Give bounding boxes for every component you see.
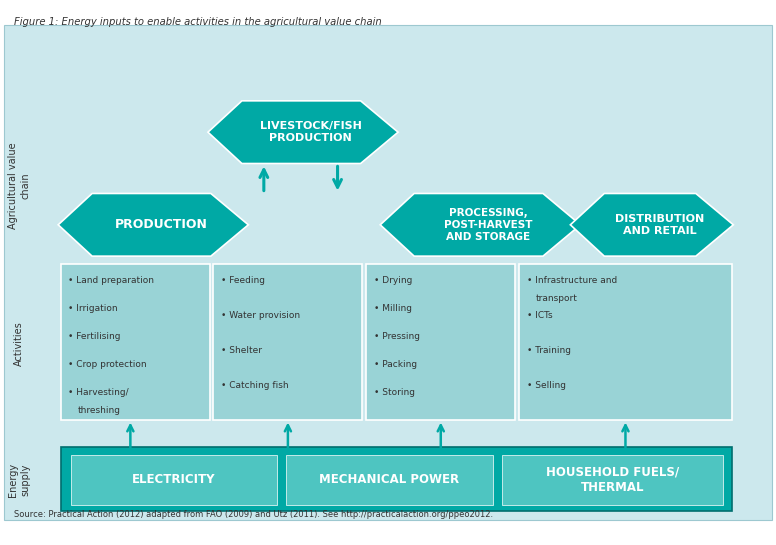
Text: Activities: Activities xyxy=(15,321,24,366)
Text: • Pressing: • Pressing xyxy=(374,332,420,341)
Text: • Shelter: • Shelter xyxy=(221,347,262,355)
Polygon shape xyxy=(208,101,398,164)
Text: LIVESTOCK/FISH
PRODUCTION: LIVESTOCK/FISH PRODUCTION xyxy=(260,121,362,143)
Polygon shape xyxy=(380,193,580,256)
FancyBboxPatch shape xyxy=(366,264,515,420)
Text: • Crop protection: • Crop protection xyxy=(68,360,147,370)
FancyBboxPatch shape xyxy=(519,264,732,420)
Text: • Packing: • Packing xyxy=(374,360,417,370)
Text: • Selling: • Selling xyxy=(527,382,566,390)
Text: • Storing: • Storing xyxy=(374,389,415,397)
Text: MECHANICAL POWER: MECHANICAL POWER xyxy=(320,473,459,486)
Text: Energy
supply: Energy supply xyxy=(9,463,30,496)
Text: HOUSEHOLD FUELS/
THERMAL: HOUSEHOLD FUELS/ THERMAL xyxy=(546,465,679,494)
FancyBboxPatch shape xyxy=(286,455,493,505)
Text: • Training: • Training xyxy=(527,347,571,355)
Text: DISTRIBUTION
AND RETAIL: DISTRIBUTION AND RETAIL xyxy=(615,214,704,236)
Text: ELECTRICITY: ELECTRICITY xyxy=(132,473,216,486)
Text: • ICTs: • ICTs xyxy=(527,311,553,320)
Text: • Feeding: • Feeding xyxy=(221,276,265,286)
Text: • Land preparation: • Land preparation xyxy=(68,276,154,286)
Text: • Fertilising: • Fertilising xyxy=(68,332,121,341)
Text: • Drying: • Drying xyxy=(374,276,412,286)
FancyBboxPatch shape xyxy=(4,25,772,520)
Text: transport: transport xyxy=(536,294,578,304)
Text: • Water provision: • Water provision xyxy=(221,311,300,320)
Polygon shape xyxy=(570,193,733,256)
Text: threshing: threshing xyxy=(78,407,120,415)
FancyBboxPatch shape xyxy=(213,264,362,420)
FancyBboxPatch shape xyxy=(61,264,210,420)
FancyBboxPatch shape xyxy=(502,455,723,505)
Text: Source: Practical Action (2012) adapted from FAO (2009) and Utz (2011). See http: Source: Practical Action (2012) adapted … xyxy=(14,510,493,519)
FancyBboxPatch shape xyxy=(71,455,277,505)
Text: • Infrastructure and: • Infrastructure and xyxy=(527,276,617,286)
Text: Figure 1: Energy inputs to enable activities in the agricultural value chain: Figure 1: Energy inputs to enable activi… xyxy=(14,17,382,27)
Text: PRODUCTION: PRODUCTION xyxy=(114,219,207,231)
Text: • Harvesting/: • Harvesting/ xyxy=(68,389,129,397)
Text: PROCESSING,
POST-HARVEST
AND STORAGE: PROCESSING, POST-HARVEST AND STORAGE xyxy=(444,208,532,242)
Text: Agricultural value
chain: Agricultural value chain xyxy=(9,142,30,228)
Text: • Milling: • Milling xyxy=(374,304,412,313)
Polygon shape xyxy=(58,193,248,256)
Text: • Catching fish: • Catching fish xyxy=(221,382,289,390)
Text: • Irrigation: • Irrigation xyxy=(68,304,118,313)
FancyBboxPatch shape xyxy=(61,447,732,511)
